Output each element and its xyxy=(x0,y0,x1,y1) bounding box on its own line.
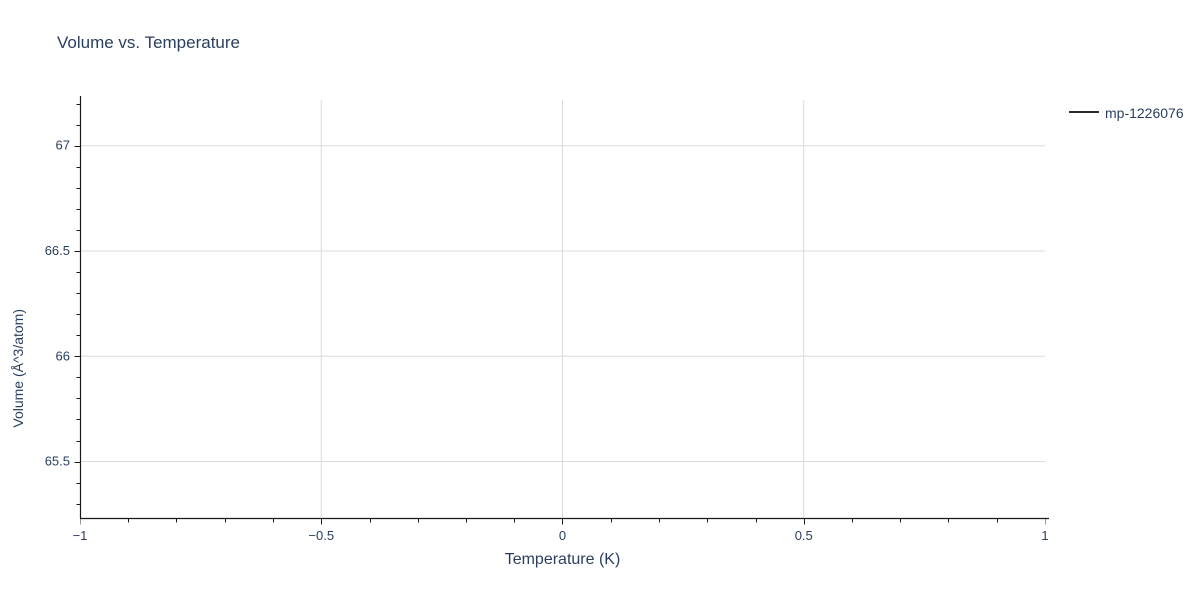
svg-text:67: 67 xyxy=(56,138,70,153)
svg-text:66: 66 xyxy=(56,348,70,363)
svg-text:−1: −1 xyxy=(73,528,88,543)
svg-text:−0.5: −0.5 xyxy=(308,528,334,543)
svg-text:0.5: 0.5 xyxy=(795,528,813,543)
svg-text:65.5: 65.5 xyxy=(45,454,70,469)
svg-text:0: 0 xyxy=(559,528,566,543)
svg-text:1: 1 xyxy=(1041,528,1048,543)
svg-text:66.5: 66.5 xyxy=(45,243,70,258)
